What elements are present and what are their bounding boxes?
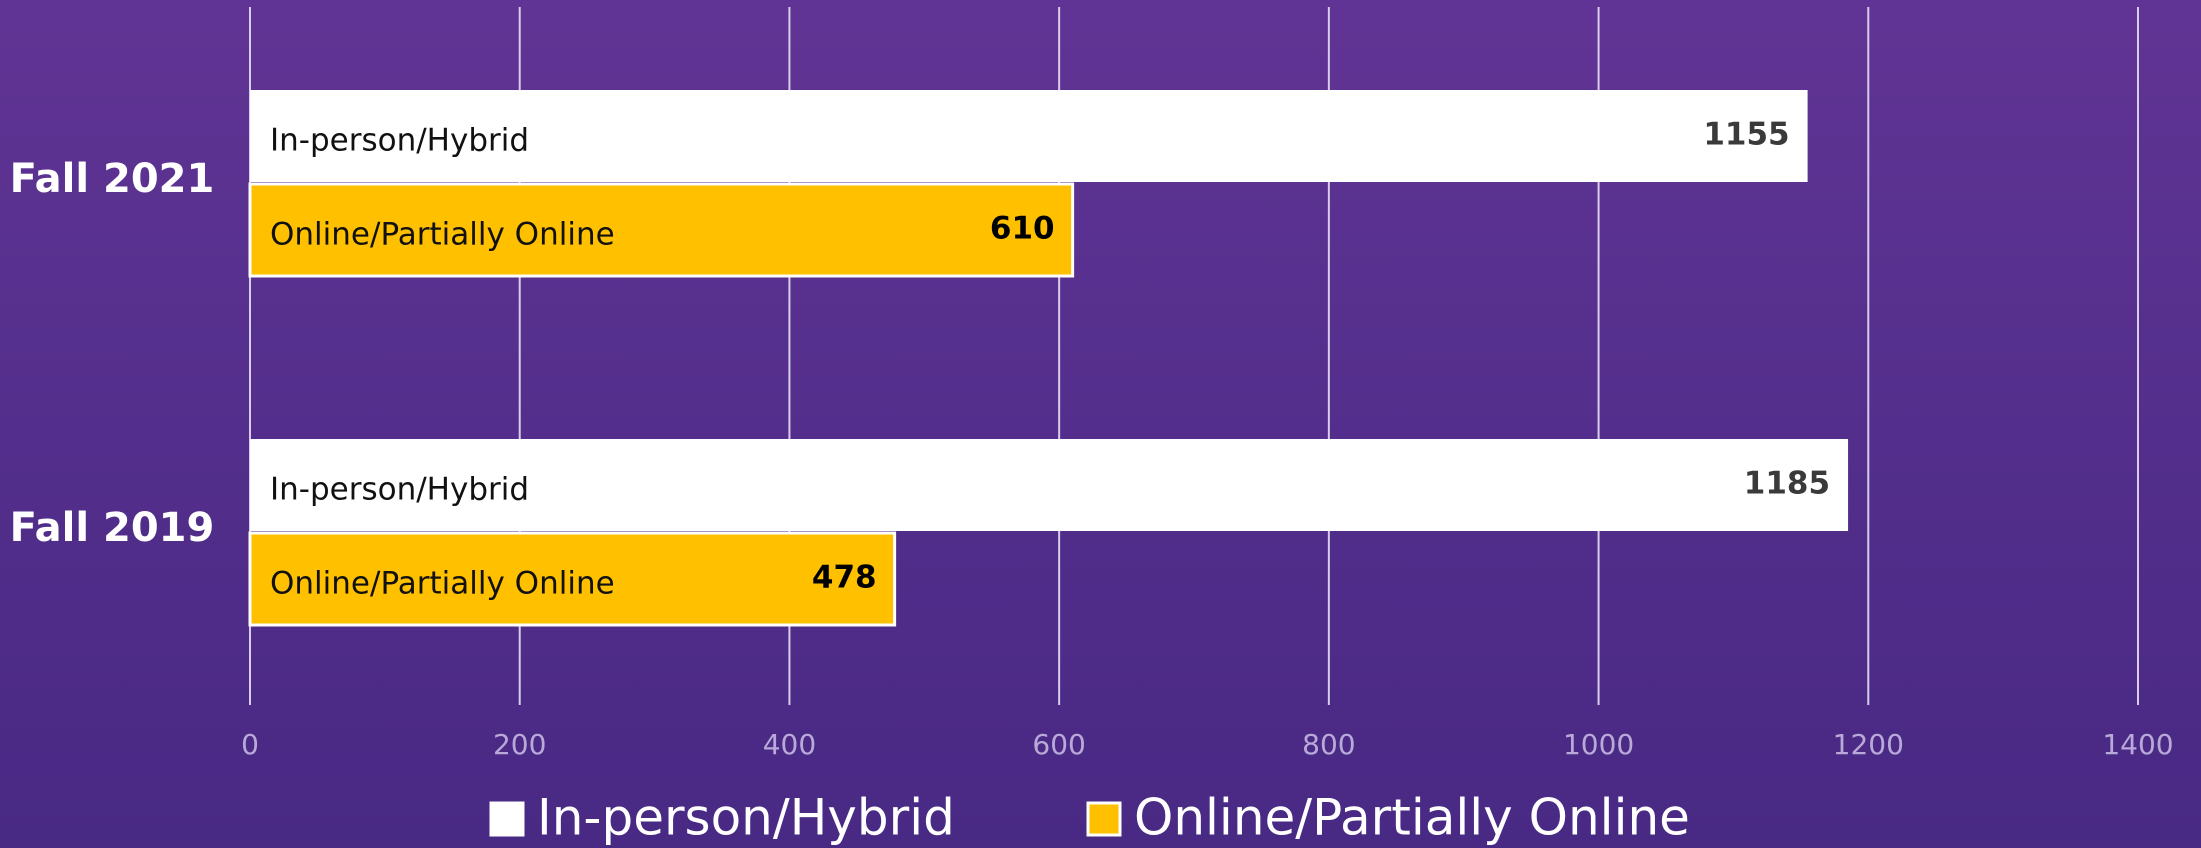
x-tick-label: 200 xyxy=(493,728,546,761)
value-label: 1185 xyxy=(1744,466,1830,502)
legend-swatch xyxy=(1086,801,1122,837)
bar xyxy=(250,90,1808,182)
bar xyxy=(250,439,1849,531)
category-label: Fall 2021 xyxy=(10,156,215,202)
x-tick-label: 1400 xyxy=(2102,728,2173,761)
x-tick-label: 600 xyxy=(1032,728,1085,761)
bar xyxy=(248,531,897,627)
bar-series-label: Online/Partially Online xyxy=(270,566,615,602)
x-tick-label: 800 xyxy=(1302,728,1355,761)
bar-series-label: In-person/Hybrid xyxy=(270,123,529,159)
x-tick-label: 1000 xyxy=(1563,728,1634,761)
bar-series-label: In-person/Hybrid xyxy=(270,472,529,508)
legend-swatch xyxy=(489,801,525,837)
x-tick-label: 1200 xyxy=(1833,728,1904,761)
x-tick-label: 400 xyxy=(763,728,816,761)
legend-label: In-person/Hybrid xyxy=(537,789,955,847)
category-label: Fall 2019 xyxy=(10,505,215,551)
bar-series-label: Online/Partially Online xyxy=(270,217,615,253)
value-label: 478 xyxy=(812,560,877,596)
value-label: 1155 xyxy=(1703,117,1789,153)
legend-label: Online/Partially Online xyxy=(1134,789,1690,847)
value-label: 610 xyxy=(990,211,1055,247)
bar xyxy=(248,182,1075,278)
x-tick-label: 0 xyxy=(241,728,259,761)
